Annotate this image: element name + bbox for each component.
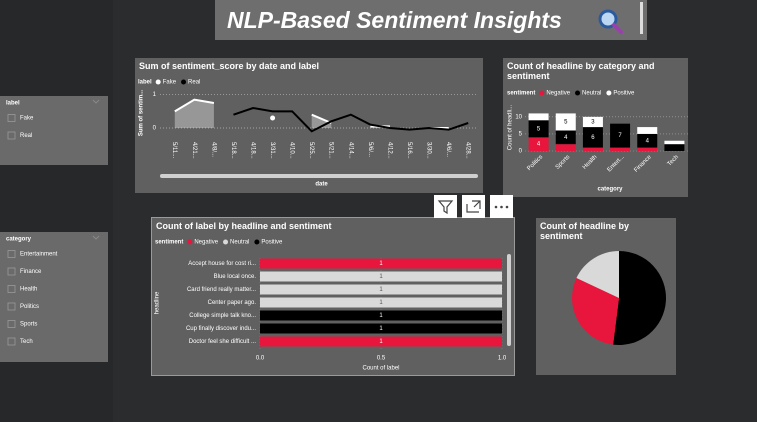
chart-title: Count of label by headline and sentiment bbox=[156, 221, 332, 231]
focus-button[interactable] bbox=[462, 195, 485, 218]
header-title: NLP-Based Sentiment Insights bbox=[227, 7, 562, 33]
search-icon bbox=[598, 9, 623, 34]
chart-panel: Count of headline by category and sentim… bbox=[503, 58, 688, 197]
header: NLP-Based Sentiment Insights bbox=[215, 0, 647, 40]
chart-panel: Count of headline by sentiment bbox=[536, 218, 676, 375]
chart-panel: Sum of sentiment_score by date and label bbox=[135, 58, 483, 193]
chart-title: Sum of sentiment_score by date and label bbox=[139, 61, 320, 71]
chart-title: Count of headline by category and sentim… bbox=[507, 61, 655, 81]
chart-title: Count of headline by sentiment bbox=[540, 221, 629, 241]
divider bbox=[640, 2, 643, 34]
visual-toolbar bbox=[434, 195, 513, 218]
more-button[interactable] bbox=[490, 195, 513, 218]
slicer-panel bbox=[0, 232, 108, 362]
slicer-panel bbox=[0, 96, 108, 165]
scrollbar[interactable] bbox=[507, 254, 511, 346]
filter-button[interactable] bbox=[434, 195, 457, 218]
chart-panel: Count of label by headline and sentiment bbox=[151, 217, 515, 376]
